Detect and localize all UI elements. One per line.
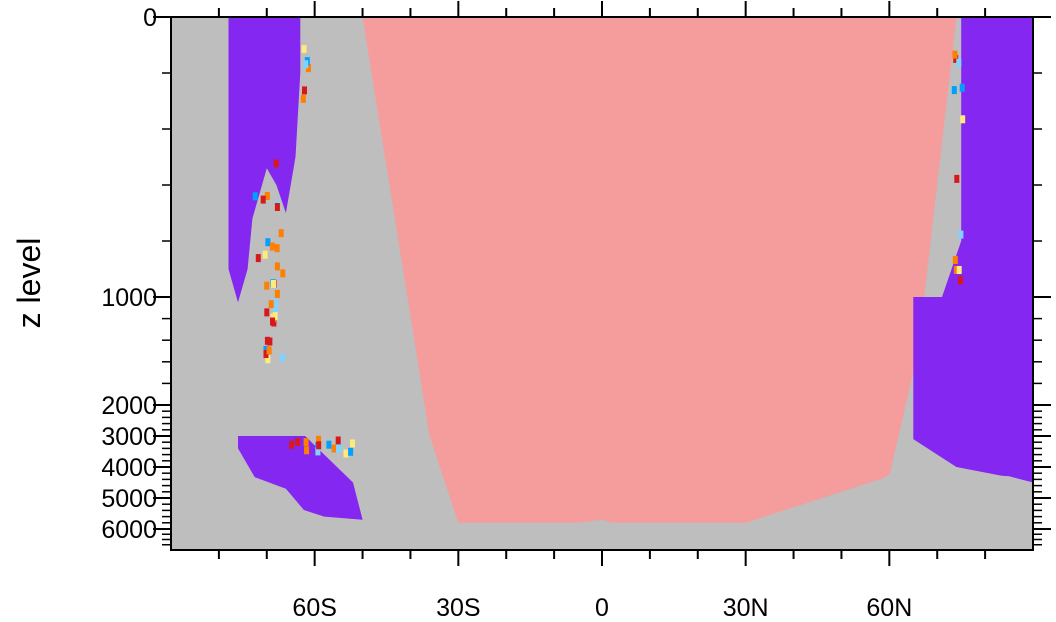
anomaly-cell bbox=[272, 312, 278, 321]
anomaly-cell bbox=[954, 174, 960, 183]
anomaly-cell bbox=[273, 159, 279, 168]
anomaly-cell bbox=[306, 64, 311, 73]
anomaly-cell bbox=[278, 229, 284, 238]
anomaly-cell bbox=[274, 289, 280, 298]
y-tick-label: 2000 bbox=[101, 392, 157, 420]
anomaly-cell bbox=[953, 54, 959, 63]
anomaly-cell bbox=[252, 192, 258, 201]
anomaly-cell bbox=[268, 300, 274, 309]
anomaly-cell bbox=[264, 336, 270, 345]
anomaly-cell bbox=[295, 437, 301, 446]
anomaly-cell bbox=[336, 444, 341, 453]
anomaly-cell bbox=[264, 308, 270, 317]
anomaly-cell bbox=[264, 192, 270, 200]
anomaly-cell bbox=[263, 345, 269, 354]
anomaly-cell bbox=[274, 244, 280, 253]
anomaly-cell bbox=[269, 242, 275, 251]
anomaly-cell bbox=[274, 262, 280, 271]
anomaly-cell bbox=[326, 440, 332, 449]
anomaly-cell bbox=[273, 305, 279, 314]
anomaly-cells bbox=[252, 45, 966, 458]
anomaly-cell bbox=[264, 281, 270, 290]
anomaly-cell bbox=[289, 440, 295, 449]
anomaly-cell bbox=[266, 346, 272, 355]
anomaly-cell bbox=[331, 444, 337, 453]
anomaly-cell bbox=[263, 350, 269, 358]
seafloor-land-mask bbox=[171, 17, 1033, 550]
anomaly-cell bbox=[280, 269, 286, 278]
y-axis-title: z level bbox=[11, 238, 47, 329]
anomaly-cell bbox=[280, 353, 285, 362]
anomaly-cell bbox=[274, 203, 280, 211]
x-tick-label: 60N bbox=[866, 594, 912, 622]
anomaly-cell bbox=[300, 94, 306, 103]
anomaly-cell bbox=[348, 447, 354, 456]
y-tick-label: 3000 bbox=[101, 423, 157, 451]
water-mass-regions bbox=[228, 17, 1033, 523]
anomaly-cell bbox=[952, 256, 958, 264]
anomaly-cell bbox=[957, 276, 963, 285]
anomaly-cell bbox=[315, 447, 321, 456]
anomaly-cell bbox=[953, 265, 959, 274]
anomaly-cell bbox=[956, 58, 962, 67]
anomaly-cell bbox=[343, 449, 349, 458]
anomaly-cell bbox=[350, 439, 355, 448]
x-tick-label: 60S bbox=[292, 594, 336, 622]
x-tick-label: 30S bbox=[436, 594, 480, 622]
y-tick-label: 1000 bbox=[101, 284, 157, 312]
anomaly-cell bbox=[951, 86, 957, 95]
anomaly-cell bbox=[960, 115, 966, 124]
anomaly-cell bbox=[262, 250, 268, 259]
y-tick-label: 0 bbox=[143, 4, 157, 32]
anomaly-cell bbox=[304, 446, 310, 455]
y-tick-label: 6000 bbox=[101, 516, 157, 544]
x-tick-label: 30N bbox=[723, 594, 769, 622]
region-arctic-water bbox=[913, 17, 1033, 483]
anomaly-cell bbox=[303, 60, 309, 69]
anomaly-cell bbox=[335, 436, 341, 445]
x-tick-label: 0 bbox=[595, 594, 609, 622]
anomaly-cell bbox=[255, 254, 261, 263]
y-axis: 0 1000 2000 3000 4000 5000 6000 bbox=[101, 4, 1051, 546]
region-antarctic-surface-water bbox=[228, 17, 301, 303]
y-tick-label: 5000 bbox=[101, 485, 157, 513]
anomaly-cell bbox=[316, 441, 322, 450]
anomaly-cell bbox=[316, 435, 322, 444]
anomaly-cell bbox=[956, 266, 962, 274]
region-antarctic-bottom-water bbox=[238, 436, 363, 520]
region-interior bbox=[266, 17, 957, 523]
anomaly-cell bbox=[952, 50, 958, 59]
anomaly-cell bbox=[270, 317, 275, 326]
y-tick-label: 4000 bbox=[101, 454, 157, 482]
anomaly-cell bbox=[265, 355, 271, 364]
anomaly-cell bbox=[302, 86, 307, 95]
anomaly-cell bbox=[271, 279, 276, 288]
anomaly-cell bbox=[303, 438, 309, 447]
anomaly-cell bbox=[958, 230, 964, 239]
plot-area bbox=[171, 17, 1033, 550]
x-axis: 60S 30S 0 30N 60N bbox=[217, 1, 987, 622]
land-mask-layer bbox=[171, 17, 1033, 550]
anomaly-cell bbox=[301, 45, 307, 54]
anomaly-cell bbox=[272, 298, 278, 307]
anomaly-cell bbox=[265, 238, 271, 247]
anomaly-cell bbox=[260, 195, 266, 204]
anomaly-cell bbox=[959, 83, 965, 92]
